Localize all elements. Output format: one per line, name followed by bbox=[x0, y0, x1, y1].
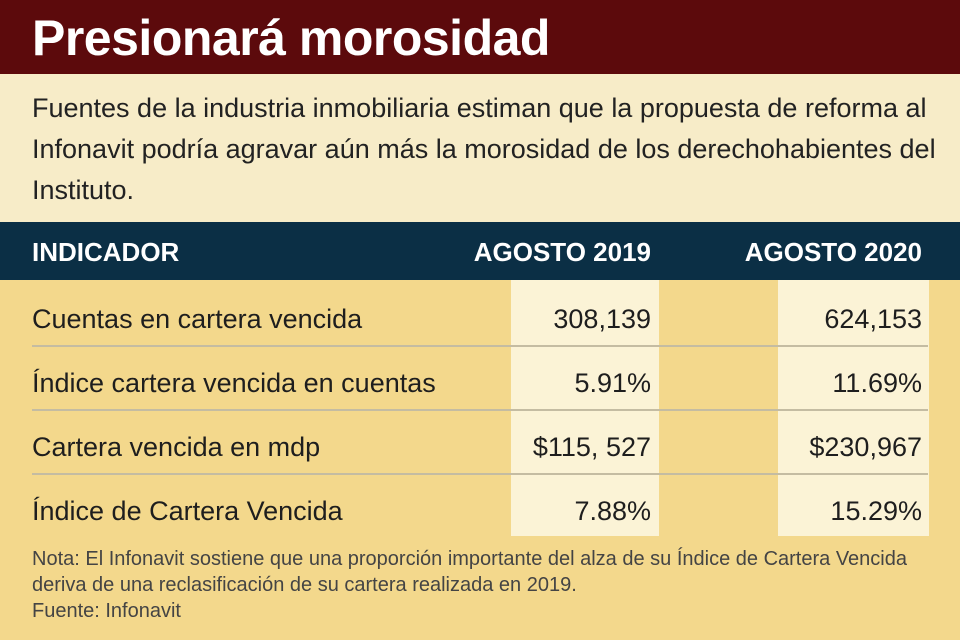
intro-box: Fuentes de la industria inmobiliaria est… bbox=[0, 74, 960, 222]
title-bar: Presionará morosidad bbox=[0, 0, 960, 74]
footnote: Nota: El Infonavit sostiene que una prop… bbox=[32, 546, 937, 624]
note-text: Nota: El Infonavit sostiene que una prop… bbox=[32, 548, 907, 596]
value-2019: $115, 527 bbox=[532, 432, 651, 462]
row-label: Cartera vencida en mdp bbox=[32, 432, 321, 462]
value-2020: 15.29% bbox=[830, 496, 922, 526]
table-row: Índice de Cartera Vencida 7.88% 15.29% bbox=[0, 478, 960, 542]
table-row: Índice cartera vencida en cuentas 5.91% … bbox=[0, 350, 960, 414]
row-label: Índice de Cartera Vencida bbox=[32, 496, 343, 526]
column-2020-background bbox=[778, 280, 929, 536]
table-row: Cartera vencida en mdp $115, 527 $230,96… bbox=[0, 414, 960, 478]
column-2019-background bbox=[511, 280, 659, 536]
header-agosto-2020: AGOSTO 2020 bbox=[744, 237, 922, 267]
value-2020: 624,153 bbox=[824, 304, 922, 334]
table-row: Cuentas en cartera vencida 308,139 624,1… bbox=[0, 286, 960, 350]
row-divider bbox=[32, 473, 928, 475]
header-indicador: INDICADOR bbox=[32, 237, 180, 267]
row-divider bbox=[32, 345, 928, 347]
value-2019: 308,139 bbox=[553, 304, 651, 334]
value-2019: 7.88% bbox=[574, 496, 651, 526]
source-text: Fuente: Infonavit bbox=[32, 600, 181, 622]
row-divider bbox=[32, 409, 928, 411]
intro-text: Fuentes de la industria inmobiliaria est… bbox=[32, 93, 936, 205]
value-2019: 5.91% bbox=[574, 368, 651, 398]
row-label: Índice cartera vencida en cuentas bbox=[32, 368, 436, 398]
row-label: Cuentas en cartera vencida bbox=[32, 304, 363, 334]
table-header: INDICADOR AGOSTO 2019 AGOSTO 2020 bbox=[0, 222, 960, 280]
header-agosto-2019: AGOSTO 2019 bbox=[473, 237, 651, 267]
value-2020: 11.69% bbox=[832, 368, 922, 398]
value-2020: $230,967 bbox=[809, 432, 922, 462]
page-title: Presionará morosidad bbox=[32, 10, 550, 66]
